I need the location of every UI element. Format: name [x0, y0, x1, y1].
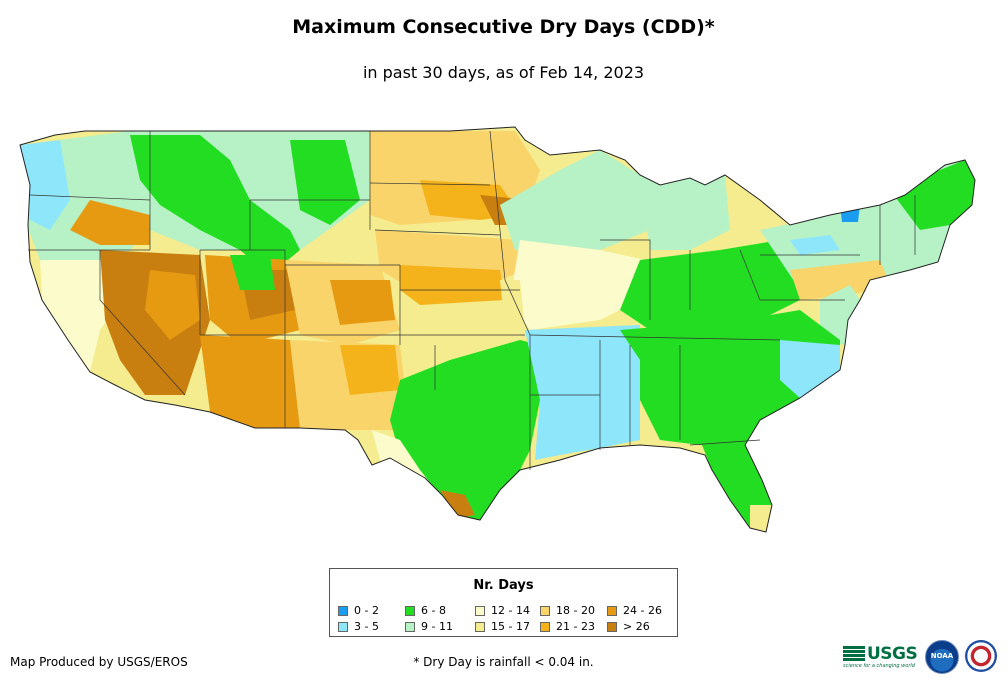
noaa-wordmark: NOAA	[930, 652, 954, 660]
noaa-logo: NOAA	[925, 640, 959, 674]
region-iowa-missouri-12-14	[510, 240, 645, 330]
region-oregon-24-26	[70, 200, 150, 245]
legend-item: 3 - 5	[338, 620, 379, 633]
region-new-england-6-8	[890, 160, 975, 230]
region-ut-wasatch-6-8	[230, 255, 275, 290]
legend-swatch	[607, 605, 617, 616]
dry-day-footnote: * Dry Day is rainfall < 0.04 in.	[413, 655, 594, 669]
map-subtitle: in past 30 days, as of Feb 14, 2023	[362, 63, 645, 82]
region-south-texas-gt26	[440, 490, 475, 518]
state-boundaries	[28, 130, 916, 470]
region-ny-0-2	[840, 205, 860, 222]
legend-swatch	[338, 605, 348, 616]
region-co-east-24-26	[330, 280, 395, 325]
legend-item: 9 - 11	[405, 620, 453, 633]
legend-swatch	[405, 605, 415, 616]
map-credit: Map Produced by USGS/EROS	[10, 655, 188, 669]
cdd-regions	[20, 127, 975, 532]
id-ut-wy-border	[200, 249, 286, 265]
region-ny-3-5	[790, 235, 840, 255]
legend-item: 0 - 2	[338, 604, 379, 617]
legend-label: 18 - 20	[556, 604, 595, 617]
legend-label: 3 - 5	[354, 620, 379, 633]
map-title: Maximum Consecutive Dry Days (CDD)*	[292, 16, 715, 38]
region-pacific-coast-3-5	[20, 140, 70, 230]
region-ks-mo-15-17	[500, 280, 525, 330]
legend-label: 21 - 23	[556, 620, 595, 633]
legend-swatch	[405, 621, 415, 632]
legend-item: 24 - 26	[607, 604, 662, 617]
mn-dakotas-border	[489, 130, 506, 281]
legend-swatch	[475, 605, 485, 616]
legend-item: 6 - 8	[405, 604, 446, 617]
legend-item: 12 - 14	[475, 604, 530, 617]
usgs-tagline: science for a changing world	[843, 663, 915, 669]
legend-label: 9 - 11	[421, 620, 453, 633]
legend-swatch	[607, 621, 617, 632]
legend-item: 15 - 17	[475, 620, 530, 633]
ca-nv-border	[99, 250, 186, 396]
sd-ne-border	[374, 229, 501, 236]
wa-or-border	[29, 194, 151, 201]
legend-swatch	[540, 621, 550, 632]
usgs-logo: USGS	[843, 644, 918, 664]
region-kansas-21-23	[400, 265, 505, 305]
legend-label: 6 - 8	[421, 604, 446, 617]
tn-ky-south-border	[529, 334, 781, 341]
region-michigan-9-11	[640, 175, 730, 250]
nd-sd-border	[369, 182, 491, 186]
usgs-wave-icon	[843, 646, 865, 662]
region-south-florida-15-17	[750, 505, 772, 532]
region-texas-oklahoma-6-8	[390, 340, 560, 520]
region-arizona-24-26	[200, 335, 300, 428]
legend-swatch	[540, 605, 550, 616]
region-montana-6-8	[290, 140, 360, 225]
region-carolinas-3-5	[780, 340, 840, 398]
legend-swatch	[338, 621, 348, 632]
legend-label: 12 - 14	[491, 604, 530, 617]
legend: Nr. Days 0 - 2 3 - 5 6 - 8 9 - 11 12 - 1…	[329, 568, 678, 637]
region-nevada-24-26	[145, 270, 200, 340]
us-outline	[19, 126, 976, 533]
oh-pa-border	[739, 249, 761, 301]
legend-label: 0 - 2	[354, 604, 379, 617]
legend-item: 18 - 20	[540, 604, 595, 617]
legend-label: > 26	[623, 620, 650, 633]
ga-fl-border	[689, 439, 761, 446]
legend-item: > 26	[607, 620, 650, 633]
legend-item: 21 - 23	[540, 620, 595, 633]
legend-swatch	[475, 621, 485, 632]
region-upper-midwest-9-11	[500, 150, 650, 255]
agency-logos: USGS science for a changing world NOAA	[843, 638, 1003, 678]
il-border	[600, 239, 651, 320]
legend-label: 24 - 26	[623, 604, 662, 617]
usgs-wordmark: USGS	[867, 644, 918, 664]
region-northern-rockies-6-8	[130, 135, 300, 275]
nws-icon	[965, 640, 997, 672]
region-lower-mississippi-3-5	[525, 325, 640, 460]
legend-label: 15 - 17	[491, 620, 530, 633]
region-nm-east-21-23	[340, 345, 400, 395]
legend-title: Nr. Days	[473, 578, 534, 593]
